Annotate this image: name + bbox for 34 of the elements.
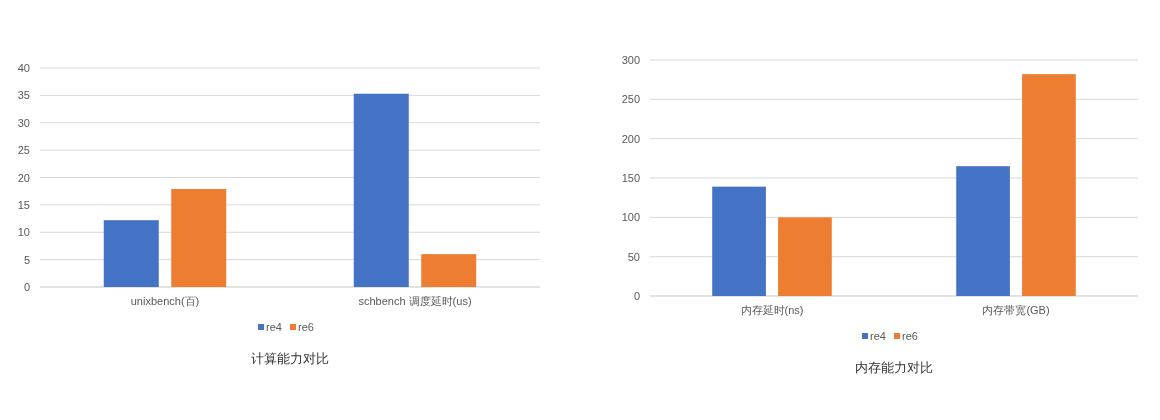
x-tick-label: unixbench(百) [130, 295, 200, 307]
y-tick-label: 15 [17, 198, 30, 211]
y-tick-label: 100 [621, 211, 640, 224]
y-tick-label: 40 [17, 62, 30, 74]
y-tick-label: 50 [627, 250, 640, 263]
y-tick-label: 150 [621, 172, 640, 184]
bar [956, 166, 1010, 296]
x-tick-label: 内存带宽(GB) [982, 304, 1050, 316]
bar [778, 217, 832, 296]
y-tick-label: 250 [621, 93, 640, 106]
x-tick-label: schbench 调度延时(us) [358, 295, 472, 307]
bar [1022, 74, 1076, 296]
bar [103, 220, 159, 287]
x-tick-label: 内存延时(ns) [740, 304, 804, 316]
y-tick-label: 200 [621, 132, 640, 145]
y-tick-label: 25 [17, 144, 30, 157]
bar [171, 189, 227, 287]
y-tick-label: 20 [17, 171, 30, 184]
y-tick-label: 10 [17, 226, 30, 239]
legend-label: re6 [902, 330, 918, 342]
y-tick-label: 300 [621, 54, 640, 66]
y-tick-label: 30 [17, 116, 30, 129]
text: 内存能力对比 [855, 360, 933, 375]
legend-label: re6 [298, 321, 314, 333]
legend-label: re4 [266, 321, 282, 333]
bar [712, 186, 766, 296]
bar [353, 93, 409, 287]
text: 计算能力对比 [251, 351, 329, 366]
y-tick-label: 0 [633, 290, 640, 302]
y-tick-label: 5 [23, 253, 30, 266]
bar [421, 254, 477, 287]
legend-label: re4 [870, 330, 886, 342]
y-tick-label: 0 [23, 281, 30, 293]
y-tick-label: 35 [17, 89, 30, 102]
